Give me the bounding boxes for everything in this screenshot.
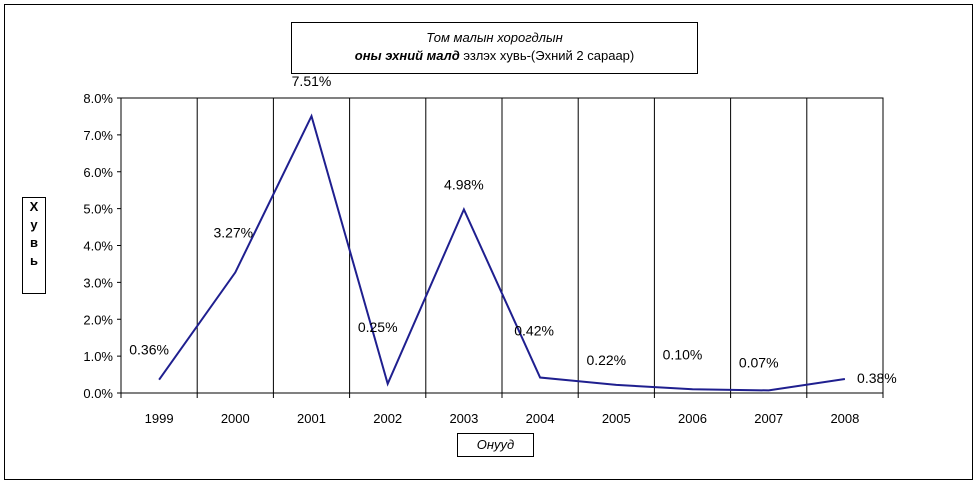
series-line: [158, 113, 846, 392]
x-tick-label: 2007: [754, 411, 783, 426]
y-tick-label: 1.0%: [83, 349, 113, 364]
chart-title-line2-rest: эзлэх хувь-(Эхний 2 сараар): [459, 48, 635, 63]
y-axis-label: Х у в ь: [22, 197, 46, 294]
y-tick-label: 0.0%: [83, 386, 113, 401]
data-label: 0.07%: [739, 354, 779, 370]
x-tick-label: 1999: [145, 411, 174, 426]
chart-title-line2: оны эхний малд эзлэх хувь-(Эхний 2 сараа…: [292, 47, 697, 65]
x-tick-label: 2004: [526, 411, 555, 426]
y-axis-label-char: у: [30, 217, 38, 232]
x-tick-label: 2005: [602, 411, 631, 426]
y-tick-label: 6.0%: [83, 165, 113, 180]
data-label: 3.27%: [213, 224, 253, 240]
x-tick-label: 2000: [221, 411, 250, 426]
y-tick-label: 2.0%: [83, 312, 113, 327]
chart-title-line2-bold: оны эхний малд: [354, 48, 460, 63]
x-axis-label: Онууд: [457, 433, 534, 457]
data-label: 0.42%: [514, 323, 554, 339]
chart-title: Том малын хорогдлын оны эхний малд эзлэх…: [291, 22, 698, 74]
data-label: 0.22%: [586, 352, 626, 368]
x-axis-ticks: 1999 2000 2001 2002 2003 2004 2005 2006 2007 2008: [120, 393, 884, 426]
data-label: 0.38%: [857, 370, 897, 386]
data-label: 0.25%: [358, 319, 398, 335]
x-tick-label: 2003: [449, 411, 478, 426]
y-axis-label-char: Х: [29, 199, 39, 214]
data-label: 0.36%: [129, 342, 169, 358]
chart-title-line1: Том малын хорогдлын: [426, 30, 563, 45]
y-tick-label: 4.0%: [83, 239, 113, 254]
x-tick-label: 2002: [373, 411, 402, 426]
data-label: 7.51%: [292, 73, 332, 89]
data-label: 4.98%: [444, 176, 484, 192]
y-axis-label-char: в: [30, 235, 38, 250]
data-label: 0.10%: [663, 346, 703, 362]
x-tick-label: 2008: [830, 411, 859, 426]
data-labels: 0.36% 3.27% 7.51% 0.25% 4.98% 0.42% 0.22% 0.10%…: [129, 73, 897, 386]
y-tick-label: 5.0%: [83, 202, 113, 217]
y-tick-label: 7.0%: [83, 128, 113, 143]
y-tick-label: 8.0%: [83, 91, 113, 106]
y-axis-ticks: 0.0% 1.0% 2.0% 3.0% 4.0% 5.0% 6.0% 7.0% 8.0%: [83, 91, 121, 401]
vertical-gridlines: [196, 98, 808, 393]
y-tick-label: 3.0%: [83, 275, 113, 290]
series-polyline: [158, 113, 846, 392]
x-tick-label: 2001: [297, 411, 326, 426]
y-axis-label-char: ь: [30, 253, 38, 268]
x-tick-label: 2006: [678, 411, 707, 426]
